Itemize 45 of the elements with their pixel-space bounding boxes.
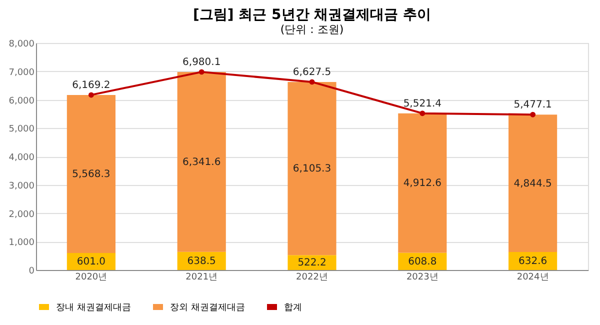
x-tick-label: 2020년: [75, 272, 108, 282]
y-tick-label: 1,000: [8, 238, 35, 248]
data-label: 5,521.4: [403, 98, 442, 110]
bar: [508, 114, 558, 252]
legend-label: 장내 채권결제대금: [56, 303, 131, 313]
y-tick-label: 2,000: [8, 210, 35, 220]
data-label: 5,477.1: [514, 100, 552, 111]
legend-label: 합계: [284, 303, 302, 313]
data-label: 522.2: [298, 258, 326, 269]
y-tick-label: 4,000: [8, 153, 35, 163]
chart-subtitle: (단위 : 조원): [280, 23, 344, 36]
y-tick-label: 3,000: [8, 181, 35, 192]
x-tick-label: 2023년: [406, 272, 438, 282]
x-tick-label: 2024년: [516, 272, 549, 282]
bar: [398, 113, 447, 253]
point: [530, 112, 536, 118]
bar: [177, 72, 226, 252]
point: [309, 79, 315, 85]
data-label: 638.5: [187, 256, 216, 267]
bar: [66, 94, 116, 253]
data-label: 4,912.6: [403, 178, 442, 190]
data-label: 6,169.2: [72, 80, 110, 91]
bar: [288, 255, 336, 270]
point: [88, 92, 94, 98]
data-label: 6,627.5: [292, 66, 332, 78]
data-label: 6,980.1: [182, 56, 221, 68]
bar: [288, 82, 336, 256]
y-tick-label: 0: [28, 266, 35, 276]
data-label: 608.8: [408, 256, 437, 268]
y-tick-label: 6,000: [8, 96, 35, 106]
point: [198, 69, 204, 75]
data-label: 5,568.3: [72, 168, 110, 180]
chart-title: [그림] 최근 5년간 채권결제대금 추이: [192, 7, 432, 23]
data-label: 632.6: [518, 256, 548, 268]
y-tick-label: 7,000: [8, 68, 35, 78]
x-tick-label: 2022년: [296, 272, 328, 282]
x-tick-label: 2021년: [186, 272, 218, 282]
data-label: 6,341.6: [182, 156, 221, 168]
legend-label: 장외 채권결제대금: [170, 303, 245, 313]
y-tick-label: 5,000: [8, 124, 35, 135]
data-label: 4,844.5: [514, 178, 552, 190]
point: [420, 110, 426, 116]
data-label: 6,105.3: [292, 164, 332, 175]
data-label: 601.0: [76, 256, 106, 268]
y-tick-label: 8,000: [8, 40, 35, 50]
